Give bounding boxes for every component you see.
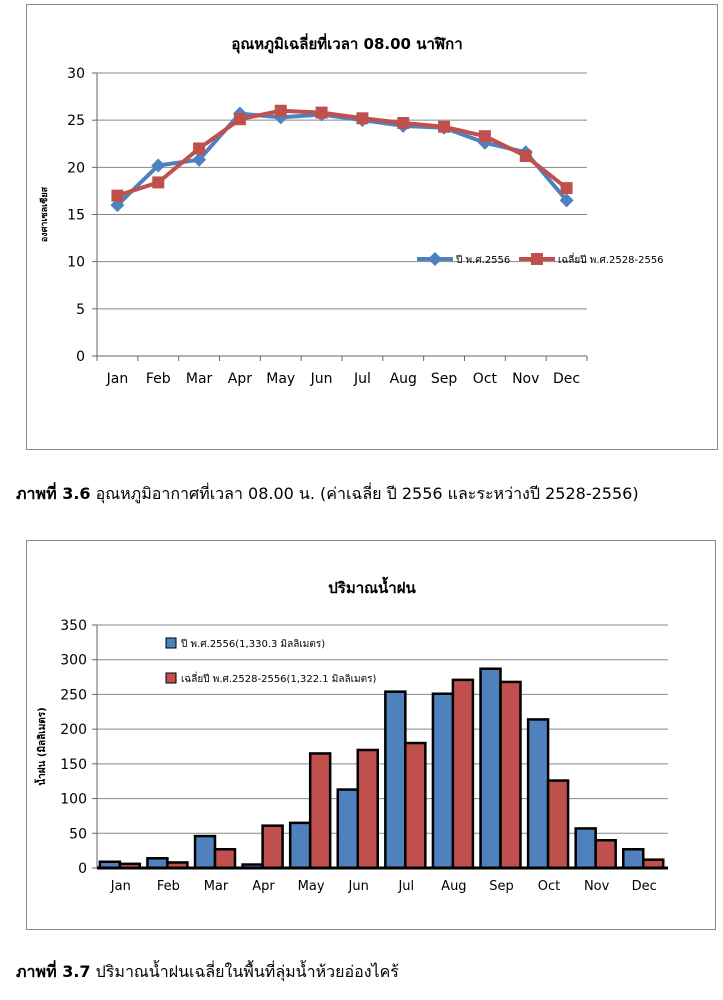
y-tick-label: 30 bbox=[67, 66, 85, 82]
bar bbox=[574, 827, 597, 870]
data-point bbox=[192, 152, 207, 167]
data-point bbox=[478, 130, 491, 143]
caption-text: อุณหภูมิอากาศที่เวลา 08.00 น. (ค่าเฉลี่ย… bbox=[95, 484, 639, 503]
figure-caption-3-7: ภาพที่ 3.7 ปริมาณน้ำฝนเฉลี่ยในพื้นที่ลุ่… bbox=[16, 960, 399, 985]
rainfall-chart-frame: ปริมาณน้ำฝน 0 50 100 150 200 250 300 350 น้ำฝน (ม… bbox=[26, 540, 716, 930]
y-tick-label: 350 bbox=[60, 618, 87, 634]
bar bbox=[479, 667, 502, 870]
y-tick-label: 0 bbox=[76, 349, 85, 365]
x-tick-label: May bbox=[266, 371, 295, 387]
bar bbox=[308, 752, 332, 870]
caption-prefix: ภาพที่ 3.6 bbox=[16, 484, 91, 503]
chart-title: ปริมาณน้ำฝน bbox=[328, 576, 416, 597]
bar bbox=[356, 748, 379, 870]
y-tick-label: 200 bbox=[60, 722, 87, 738]
legend-marker bbox=[531, 253, 543, 265]
y-tick-label: 50 bbox=[69, 826, 87, 842]
legend-label: เฉลี่ยปี พ.ศ.2528-2556(1,322.1 มิลลิเมตร… bbox=[181, 671, 377, 685]
y-tick-label: 0 bbox=[78, 861, 87, 877]
x-tick-label: Feb bbox=[157, 879, 180, 894]
x-tick-label: Oct bbox=[473, 371, 498, 387]
legend-swatch bbox=[165, 672, 177, 684]
y-axis-label: องศาเซลเซียส bbox=[39, 186, 50, 242]
data-point bbox=[233, 113, 246, 126]
data-point bbox=[559, 193, 574, 208]
bar bbox=[431, 692, 455, 870]
x-tick-label: Jan bbox=[110, 879, 131, 894]
temperature-chart-frame: อุณหภูมิเฉลี่ยที่เวลา 08.00 นาฬิกา 0 5 10 15… bbox=[26, 4, 718, 450]
bar bbox=[261, 824, 284, 870]
x-tick-label: Oct bbox=[538, 879, 560, 894]
y-tick-label: 25 bbox=[67, 113, 85, 129]
x-tick-label: Aug bbox=[441, 879, 466, 894]
x-tick-label: Jul bbox=[397, 879, 414, 894]
figure-caption-3-6: ภาพที่ 3.6 อุณหภูมิอากาศที่เวลา 08.00 น.… bbox=[16, 482, 639, 507]
rainfall-bar-chart: ปริมาณน้ำฝน 0 50 100 150 200 250 300 350 น้ำฝน (ม… bbox=[34, 576, 668, 894]
bar bbox=[546, 779, 570, 870]
data-point bbox=[397, 116, 410, 129]
caption-prefix: ภาพที่ 3.7 bbox=[16, 962, 91, 981]
bar bbox=[213, 848, 237, 870]
bar bbox=[404, 741, 427, 870]
x-tick-label: Apr bbox=[252, 879, 275, 894]
legend-label: ปี พ.ศ.2556 bbox=[455, 254, 510, 266]
data-point bbox=[111, 189, 124, 202]
data-point bbox=[438, 120, 451, 133]
x-tick-label: Aug bbox=[390, 371, 417, 387]
data-point bbox=[193, 142, 206, 155]
x-tick-label: Jan bbox=[106, 371, 129, 387]
x-tick-label: Jun bbox=[348, 879, 369, 894]
y-tick-label: 300 bbox=[60, 653, 87, 669]
y-tick-label: 250 bbox=[60, 687, 87, 703]
x-tick-label: Jul bbox=[353, 371, 371, 387]
x-tick-label: Dec bbox=[553, 371, 580, 387]
temperature-line-chart: อุณหภูมิเฉลี่ยที่เวลา 08.00 นาฬิกา 0 5 10 15… bbox=[39, 33, 664, 387]
data-point bbox=[151, 158, 166, 173]
x-tick-label: Dec bbox=[632, 879, 657, 894]
chart-title: อุณหภูมิเฉลี่ยที่เวลา 08.00 นาฬิกา bbox=[231, 33, 462, 54]
bar bbox=[526, 718, 550, 870]
bar bbox=[336, 788, 360, 870]
series-line bbox=[116, 108, 568, 198]
bar bbox=[288, 821, 312, 870]
x-tick-label: Apr bbox=[228, 371, 252, 387]
x-tick-label: May bbox=[298, 879, 325, 894]
x-tick-label: Mar bbox=[204, 879, 229, 894]
bar bbox=[499, 680, 522, 870]
data-point bbox=[560, 182, 573, 195]
bar bbox=[451, 678, 475, 870]
y-tick-label: 10 bbox=[67, 255, 85, 271]
data-point bbox=[152, 176, 165, 189]
bar bbox=[193, 834, 217, 870]
y-tick-label: 150 bbox=[60, 757, 87, 773]
x-tick-label: Nov bbox=[512, 371, 539, 387]
x-tick-label: Jun bbox=[310, 371, 333, 387]
bar bbox=[594, 838, 617, 870]
x-tick-label: Feb bbox=[146, 371, 171, 387]
legend-marker bbox=[428, 252, 442, 266]
data-point bbox=[519, 150, 532, 163]
data-point bbox=[315, 106, 328, 119]
legend-label: ปี พ.ศ.2556(1,330.3 มิลลิเมตร) bbox=[180, 638, 325, 650]
y-tick-label: 5 bbox=[76, 302, 85, 318]
x-tick-label: Sep bbox=[431, 371, 458, 387]
y-tick-label: 20 bbox=[67, 160, 85, 176]
data-point bbox=[356, 112, 369, 125]
x-tick-label: Nov bbox=[584, 879, 610, 894]
caption-text: ปริมาณน้ำฝนเฉลี่ยในพื้นที่ลุ่มน้ำห้วยอ่อ… bbox=[95, 962, 399, 981]
x-tick-label: Sep bbox=[489, 879, 514, 894]
x-tick-label: Mar bbox=[186, 371, 213, 387]
bar bbox=[622, 848, 645, 870]
legend-label: เฉลี่ยปี พ.ศ.2528-2556 bbox=[558, 252, 664, 266]
bar bbox=[384, 690, 407, 870]
y-tick-label: 100 bbox=[60, 792, 87, 808]
y-axis-label: น้ำฝน (มิลลิเมตร) bbox=[34, 707, 48, 786]
y-tick-label: 15 bbox=[67, 208, 85, 224]
data-point bbox=[274, 104, 287, 117]
legend-swatch bbox=[165, 637, 177, 649]
